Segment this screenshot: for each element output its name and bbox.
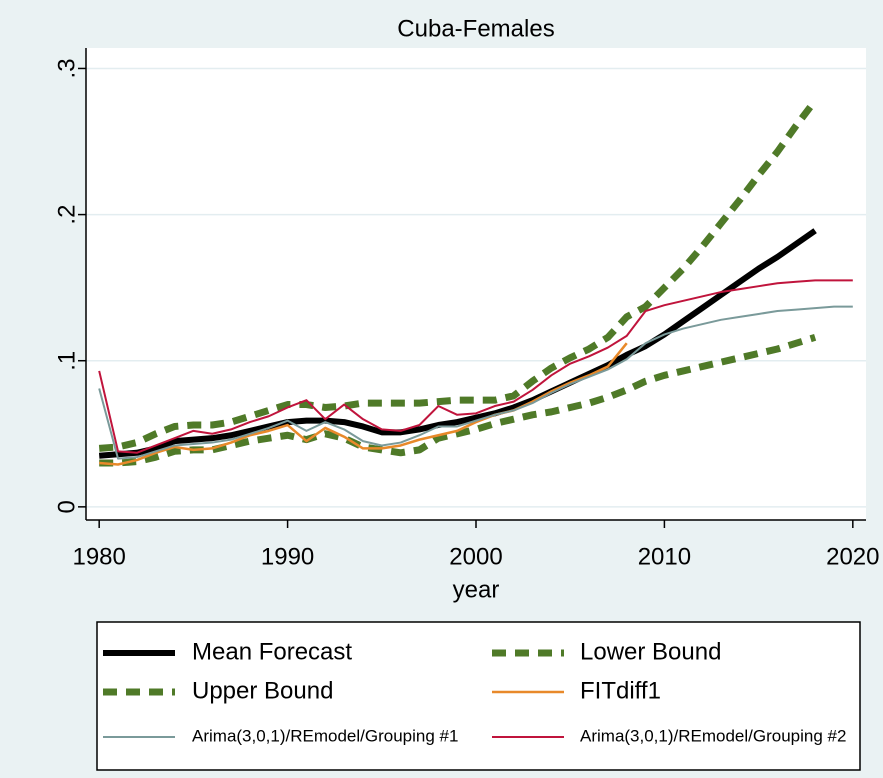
legend-label: FITdiff1 — [580, 677, 661, 704]
x-tick-label: 2010 — [638, 543, 691, 570]
x-tick-label: 1980 — [72, 543, 125, 570]
legend-label: Lower Bound — [580, 638, 721, 665]
series-line — [98, 305, 853, 460]
chart-title: Cuba-Females — [397, 15, 554, 42]
legend-label: Mean Forecast — [192, 638, 352, 665]
y-tick-label: .2 — [53, 205, 80, 225]
y-tick-label: .3 — [53, 58, 80, 78]
x-tick-label: 1990 — [261, 543, 314, 570]
series-line — [98, 279, 853, 454]
y-tick-label: 0 — [53, 500, 80, 513]
x-tick-label: 2020 — [826, 543, 879, 570]
y-tick-label: .1 — [53, 351, 80, 371]
series-line — [98, 98, 818, 452]
legend-label: Arima(3,0,1)/REmodel/Grouping #2 — [580, 726, 846, 745]
legend — [96, 621, 861, 771]
series-line — [99, 333, 817, 467]
x-tick-label: 2000 — [449, 543, 502, 570]
x-axis-label: year — [453, 576, 500, 603]
series-line — [99, 342, 628, 466]
series-line — [98, 228, 817, 459]
legend-label: Upper Bound — [192, 677, 333, 704]
legend-label: Arima(3,0,1)/REmodel/Grouping #1 — [192, 726, 458, 745]
